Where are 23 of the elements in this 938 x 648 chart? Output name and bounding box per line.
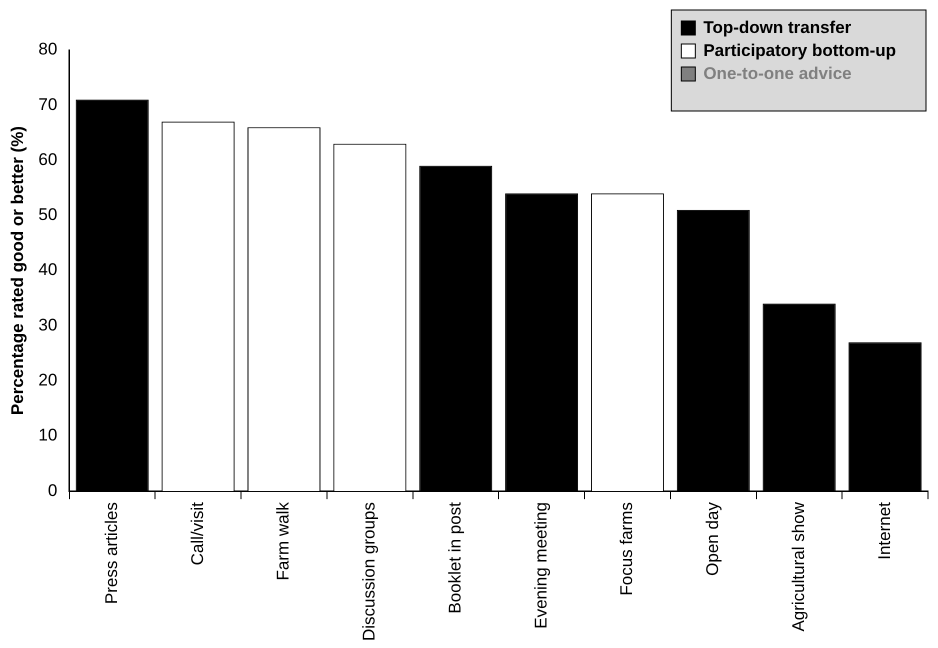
legend-label: Participatory bottom-up bbox=[703, 41, 896, 60]
y-axis-title: Percentage rated good or better (%) bbox=[8, 126, 27, 416]
y-tick-label: 60 bbox=[38, 150, 58, 169]
y-tick-label: 80 bbox=[38, 40, 58, 59]
x-tick-label: Internet bbox=[874, 502, 894, 560]
x-tick-label: Press articles bbox=[102, 502, 121, 604]
legend-label: One-to-one advice bbox=[703, 64, 852, 84]
y-tick-label: 10 bbox=[38, 426, 58, 445]
y-tick-label: 40 bbox=[38, 260, 58, 280]
x-tick-label: Farm walk bbox=[274, 502, 293, 581]
y-tick-label: 20 bbox=[38, 370, 58, 390]
x-tick-label: Booklet in post bbox=[445, 502, 464, 614]
x-tick-label: Evening meeting bbox=[531, 502, 550, 629]
y-tick-label: 30 bbox=[38, 315, 58, 334]
x-tick-label: Discussion groups bbox=[360, 502, 379, 642]
legend-label: Top-down transfer bbox=[703, 18, 852, 38]
x-tick-label: Open day bbox=[703, 502, 722, 576]
y-tick-label: 0 bbox=[48, 480, 58, 500]
x-tick-label: Focus farms bbox=[617, 502, 636, 596]
x-tick-label: Agricultural show bbox=[788, 501, 808, 632]
y-tick-label: 50 bbox=[38, 205, 58, 224]
x-tick-label: Call/visit bbox=[188, 502, 207, 566]
y-tick-label: 70 bbox=[38, 94, 58, 114]
